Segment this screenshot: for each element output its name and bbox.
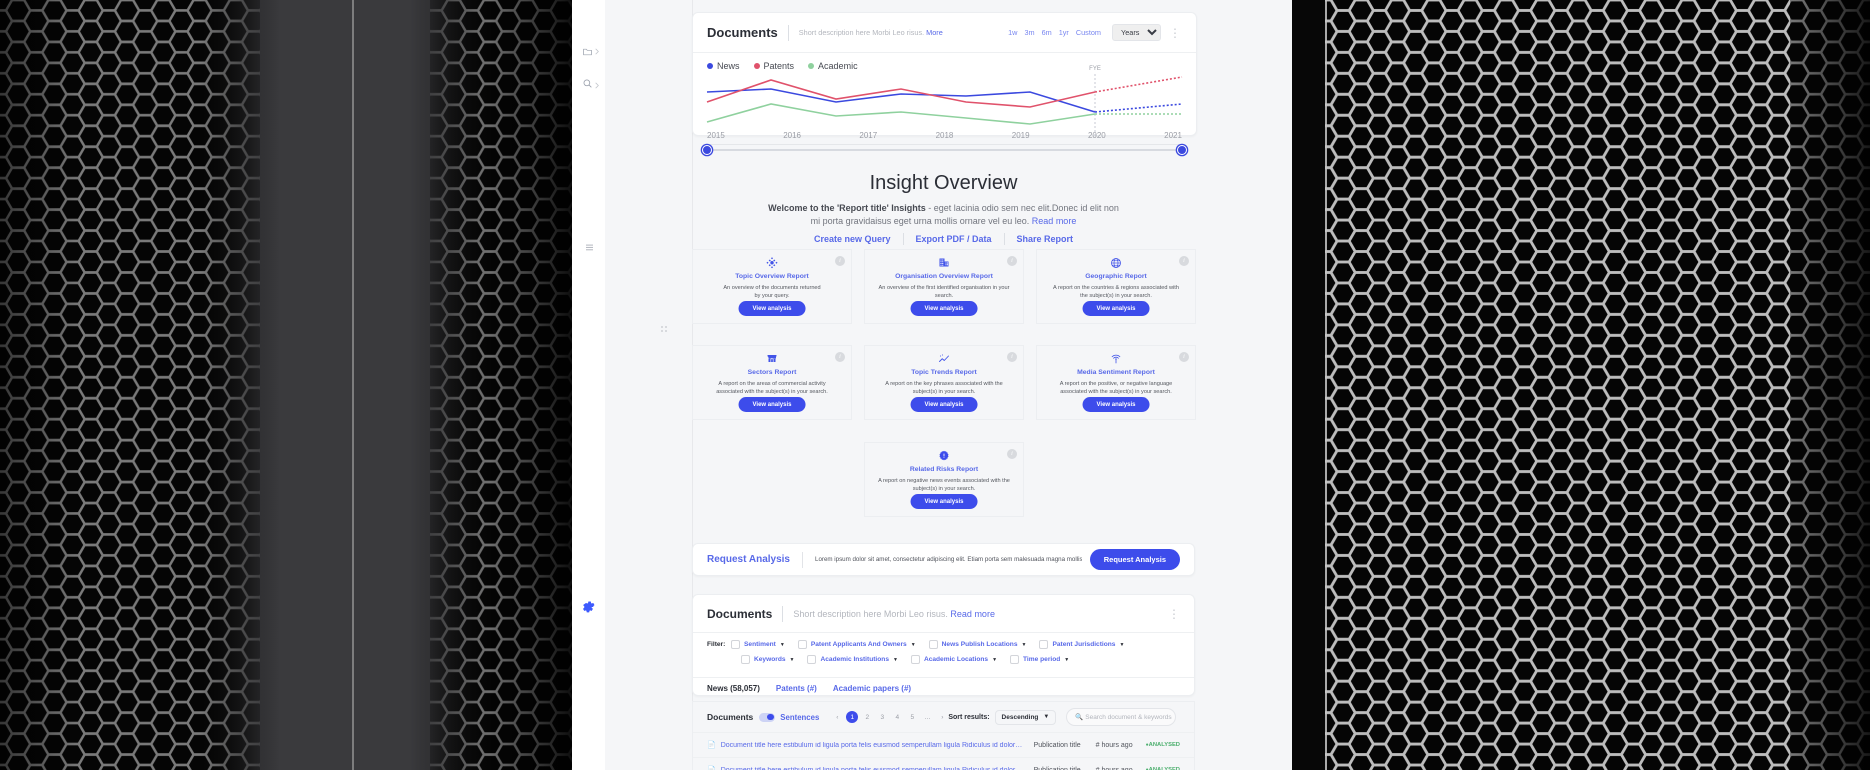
svg-text:FYE: FYE — [1089, 66, 1101, 72]
